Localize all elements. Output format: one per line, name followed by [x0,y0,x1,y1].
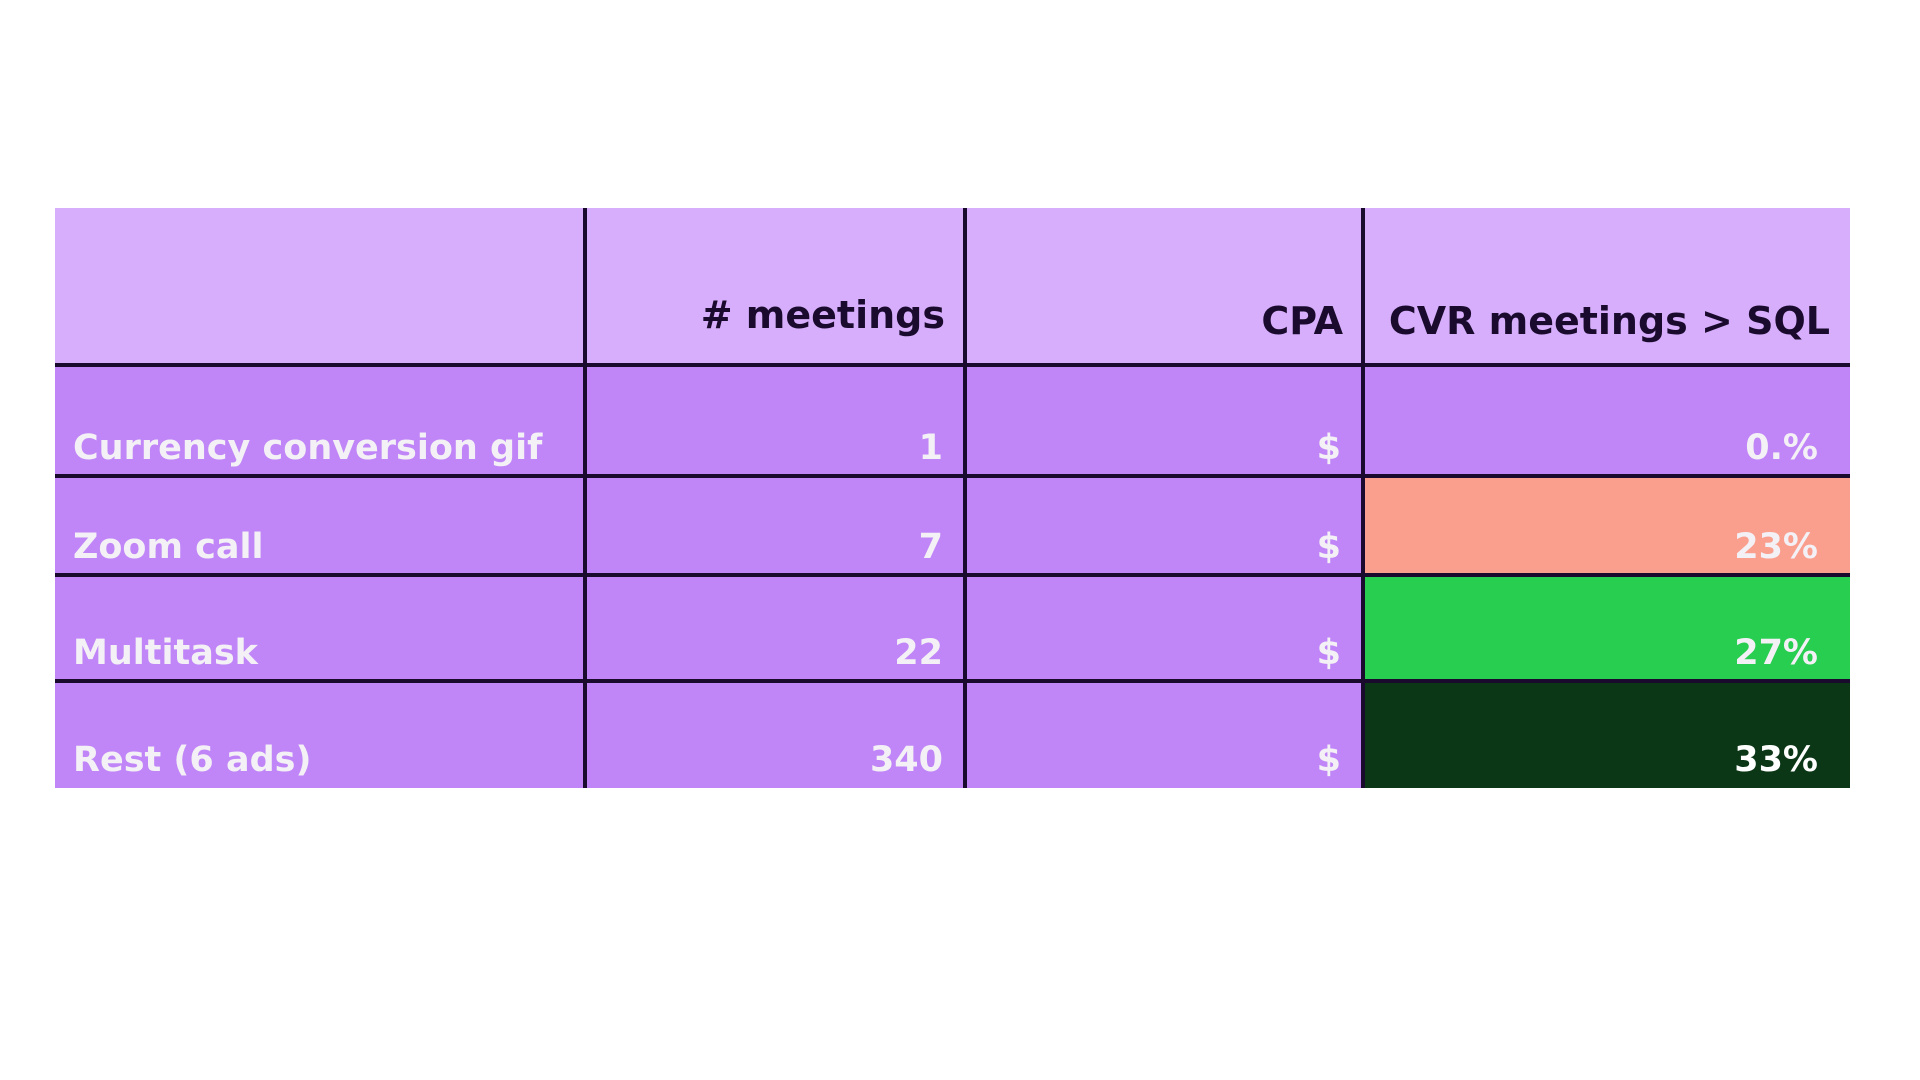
header-cpa: CPA [965,208,1363,365]
row-divider [55,573,1850,577]
column-divider [1361,208,1365,788]
row-meetings: 7 [585,476,965,575]
row-cpa: $ [965,575,1363,681]
row-label: Currency conversion gif [55,365,585,476]
row-divider [55,474,1850,478]
row-cpa: $ [965,476,1363,575]
row-meetings: 340 [585,681,965,788]
row-divider [55,679,1850,683]
row-cpa: $ [965,365,1363,476]
column-divider [963,208,967,788]
row-meetings: 22 [585,575,965,681]
header-cvr: CVR meetings > SQL [1363,208,1850,365]
header-empty [55,208,585,365]
row-divider [55,363,1850,367]
row-meetings: 1 [585,365,965,476]
row-cvr: 0.% [1363,365,1850,476]
performance-table: # meetings CPA CVR meetings > SQL Curren… [55,208,1850,788]
row-label: Rest (6 ads) [55,681,585,788]
row-cpa: $ [965,681,1363,788]
row-label: Zoom call [55,476,585,575]
column-divider [583,208,587,788]
header-meetings: # meetings [585,208,965,365]
row-cvr: 27% [1363,575,1850,681]
row-cvr: 23% [1363,476,1850,575]
row-label: Multitask [55,575,585,681]
row-cvr: 33% [1363,681,1850,788]
